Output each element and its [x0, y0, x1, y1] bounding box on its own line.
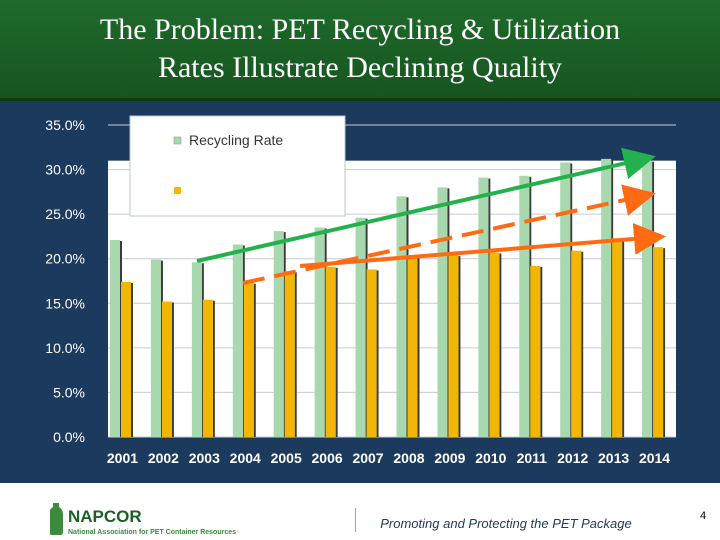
- footer-slogan: Promoting and Protecting the PET Package: [355, 508, 656, 532]
- y-tick-label: 20.0%: [45, 251, 85, 267]
- bar-recycling-rate: [273, 231, 284, 437]
- bar-second-series: [202, 299, 213, 437]
- bar-second-series-shadow: [417, 256, 420, 437]
- bar-recycling-rate: [519, 175, 530, 437]
- bar-chart: 0.0% 5.0% 10.0% 15.0% 20.0% 25.0% 30.0% 35.0% 20…: [45, 115, 676, 466]
- bar-second-series: [284, 271, 295, 437]
- chart-legend: [129, 115, 346, 217]
- x-tick-label: 2004: [230, 450, 261, 466]
- bar-second-series-shadow: [622, 239, 625, 437]
- bar-recycling-rate: [232, 244, 243, 437]
- x-tick-label: 2011: [517, 450, 548, 466]
- x-tick-label: 2002: [148, 450, 179, 466]
- logo-subtext: National Association for PET Container R…: [68, 529, 236, 536]
- bottle-icon: [50, 503, 63, 535]
- bar-second-series-shadow: [171, 302, 174, 437]
- bar-recycling-rate: [560, 162, 571, 437]
- y-tick-label: 15.0%: [45, 295, 85, 311]
- napcor-logo: NAPCOR National Association for PET Cont…: [50, 503, 236, 536]
- bar-recycling-rate: [314, 227, 325, 437]
- bar-second-series: [448, 255, 459, 437]
- bar-second-series: [121, 281, 131, 437]
- y-tick-label: 25.0%: [45, 206, 85, 222]
- x-tick-label: 2005: [271, 450, 302, 466]
- bar-second-series-shadow: [581, 251, 584, 437]
- legend-swatch-recycling: [173, 136, 182, 145]
- bar-second-series-shadow: [253, 283, 256, 437]
- bar-recycling-rate: [191, 262, 202, 437]
- x-tick-label: 2001: [107, 450, 138, 466]
- bar-second-series-shadow: [663, 248, 666, 437]
- y-tick-label: 0.0%: [53, 429, 85, 445]
- x-tick-label: 2012: [557, 450, 588, 466]
- bar-second-series-shadow: [540, 266, 543, 437]
- bar-second-series: [612, 238, 623, 437]
- bar-second-series: [161, 301, 172, 437]
- x-tick-label: 2013: [598, 450, 629, 466]
- title-bar: The Problem: PET Recycling & Utilization…: [0, 0, 720, 101]
- bar-recycling-rate: [437, 187, 448, 437]
- bar-second-series: [366, 269, 377, 437]
- trend-arrow-orange-dashed: [242, 184, 656, 285]
- bar-second-series: [571, 250, 582, 437]
- x-tick-label: 2003: [189, 450, 220, 466]
- y-tick-label: 10.0%: [45, 340, 85, 356]
- bar-recycling-rate: [355, 217, 366, 437]
- bar-second-series-shadow: [499, 253, 502, 437]
- x-tick-label: 2006: [312, 450, 343, 466]
- legend-label-recycling: Recycling Rate: [189, 132, 283, 148]
- bar-second-series-shadow: [294, 272, 297, 437]
- trend-arrow-green: [196, 147, 656, 263]
- trend-arrow-orange: [299, 222, 666, 268]
- bar-second-series-shadow: [458, 256, 461, 437]
- y-tick-label: 35.0%: [45, 117, 85, 133]
- bar-second-series-shadow: [376, 270, 379, 437]
- bar-second-series-shadow: [335, 267, 338, 437]
- logo-wordmark: NAPCOR: [68, 507, 142, 526]
- x-tick-label: 2009: [434, 450, 465, 466]
- bar-recycling-rate: [642, 160, 653, 437]
- bar-second-series: [489, 252, 500, 437]
- x-tick-label: 2007: [352, 450, 383, 466]
- bar-recycling-rate: [110, 239, 120, 437]
- bar-second-series-shadow: [212, 300, 215, 437]
- bar-second-series: [407, 255, 418, 437]
- page-number: 4: [700, 510, 707, 522]
- bar-second-series: [325, 266, 336, 437]
- bar-recycling-rate: [396, 196, 407, 437]
- bar-second-series-shadow: [131, 282, 133, 437]
- bar-second-series: [530, 265, 541, 437]
- x-tick-label: 2008: [393, 450, 424, 466]
- slide-title-line-1: The Problem: PET Recycling & Utilization: [99, 13, 621, 46]
- x-tick-label: 2010: [475, 450, 506, 466]
- y-tick-label: 5.0%: [53, 384, 85, 400]
- bar-recycling-rate: [601, 158, 612, 438]
- legend-swatch-second: [174, 187, 181, 194]
- bar-recycling-rate: [150, 259, 161, 437]
- bar-second-series: [653, 247, 664, 437]
- slide-title-line-2: Rates Illustrate Declining Quality: [157, 51, 563, 84]
- x-tick-label: 2014: [639, 450, 670, 466]
- bar-second-series: [243, 282, 254, 437]
- y-tick-label: 30.0%: [45, 162, 85, 178]
- bar-recycling-rate: [478, 177, 489, 437]
